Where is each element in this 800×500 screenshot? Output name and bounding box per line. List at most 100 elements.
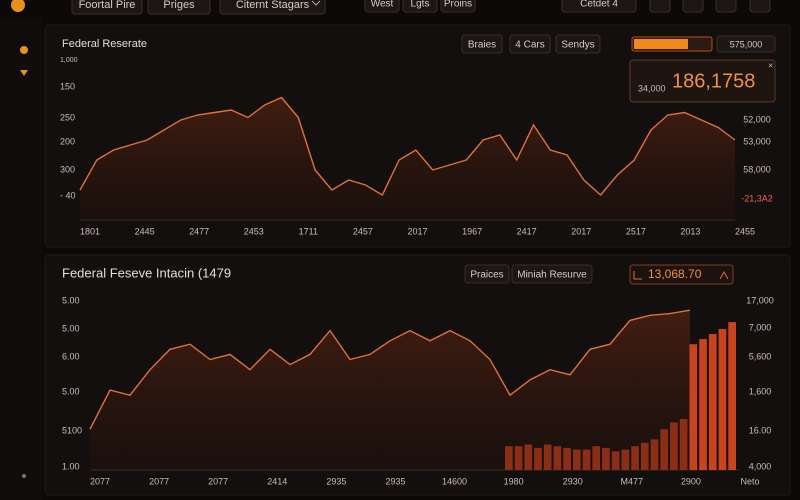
bar: [718, 328, 727, 470]
panel-button-label[interactable]: Praices: [470, 270, 503, 281]
panel-button[interactable]: [464, 264, 510, 284]
bar: [728, 322, 736, 470]
bar: [572, 449, 581, 470]
area: [90, 310, 690, 470]
x-label: 2457: [353, 226, 373, 236]
x-label: 2900: [681, 476, 701, 486]
x-label: 2517: [626, 226, 646, 236]
y2-label: 7,000: [749, 322, 772, 332]
y2-label: 53,000: [743, 136, 771, 146]
bar: [505, 446, 513, 470]
nav-icon[interactable]: [682, 0, 704, 13]
panel-button-label[interactable]: Braies: [468, 40, 496, 51]
nav-tab[interactable]: [147, 0, 211, 15]
sidebar-icon[interactable]: [20, 46, 28, 54]
x-label: 2017: [407, 226, 427, 236]
nav-tab-label[interactable]: Citernt Stagars: [236, 0, 310, 11]
x-label: 2077: [208, 476, 228, 486]
bar: [679, 419, 688, 470]
bar: [670, 422, 678, 470]
nav-icon[interactable]: [749, 0, 771, 13]
popup-value: 186,1758: [672, 70, 755, 92]
x-label: 2445: [135, 226, 155, 236]
y2-label: 5,600: [749, 351, 772, 361]
y-label: 300: [60, 164, 75, 174]
nav-tab-label[interactable]: Foortal Pire: [79, 0, 136, 11]
x-label: 2477: [189, 226, 209, 236]
nav-tab-label[interactable]: Priges: [163, 0, 195, 11]
x-label: 2930: [563, 476, 583, 486]
popup-sub: 34,000: [638, 83, 666, 93]
x-label: 2417: [517, 226, 537, 236]
line: [89, 309, 691, 430]
y2-label: 17,000: [746, 295, 774, 305]
x-label: M477: [621, 476, 644, 486]
sidebar-icon[interactable]: [20, 70, 28, 76]
panel-button-label[interactable]: Sendys: [561, 40, 594, 51]
x-label: 2455: [735, 226, 755, 236]
x-label: 2453: [244, 226, 264, 236]
y-label: 1.00: [62, 461, 80, 471]
readout[interactable]: [716, 35, 776, 53]
panel-button[interactable]: [555, 34, 601, 54]
panel-button[interactable]: [509, 34, 551, 54]
panel-button[interactable]: [511, 264, 593, 284]
readout-arrow: [633, 270, 729, 280]
nav-dropdown-label[interactable]: Cetdet 4: [580, 0, 618, 10]
popup: [629, 59, 776, 103]
nav-tab-label[interactable]: West: [371, 0, 394, 10]
line: [79, 96, 736, 197]
x-label: 2935: [385, 476, 405, 486]
close[interactable]: ×: [768, 60, 773, 70]
bar: [631, 446, 639, 470]
x-label: 1711: [299, 226, 318, 236]
panel-title: Federal Feseve Intacin (1479: [62, 265, 231, 280]
nav-tab[interactable]: [364, 0, 400, 13]
y-label: 5100: [62, 425, 82, 435]
y-label: 150: [60, 81, 75, 91]
bar: [640, 442, 649, 470]
bar: [534, 447, 542, 470]
bar: [660, 429, 669, 470]
y2-label: 52,000: [743, 114, 771, 124]
x-label: 1980: [504, 476, 524, 486]
nav-tab-label[interactable]: Lgts: [411, 0, 430, 10]
y2-label: 1,600: [749, 386, 772, 396]
bar: [602, 447, 610, 470]
bar: [699, 339, 707, 470]
nav-tab[interactable]: [440, 0, 476, 13]
y-label: 200: [60, 136, 75, 146]
nav-tab-label[interactable]: Proins: [444, 0, 472, 10]
panel-button-label[interactable]: Miniah Resurve: [517, 270, 587, 281]
nav-icon[interactable]: [649, 0, 671, 13]
y-label: 250: [60, 112, 75, 122]
dropdown-caret: [311, 0, 321, 6]
nav-icon[interactable]: [715, 0, 737, 13]
bar: [582, 449, 591, 470]
y2-label: 16.00: [749, 425, 772, 435]
y-label: 5.00: [62, 295, 80, 305]
progress-bar: [634, 39, 688, 49]
readout-label[interactable]: 575,000: [730, 39, 763, 49]
nav-tab[interactable]: [219, 0, 326, 15]
x-label: 2077: [149, 476, 169, 486]
bar: [543, 444, 552, 470]
nav-tab[interactable]: [402, 0, 438, 13]
area: [80, 97, 735, 220]
panel-button-label[interactable]: 4 Cars: [515, 40, 544, 51]
y-label: 1,000: [60, 57, 78, 64]
x-label: 2013: [680, 226, 700, 236]
readout: [629, 264, 734, 285]
nav-dropdown[interactable]: [561, 0, 637, 13]
y-label: 6.00: [62, 351, 80, 361]
x-label: 14600: [442, 476, 467, 486]
bar: [553, 446, 562, 470]
bar: [514, 446, 523, 470]
y2-label: 58,000: [743, 164, 771, 174]
bar: [621, 449, 630, 470]
bar: [592, 446, 601, 470]
bar: [563, 447, 571, 470]
panel-button[interactable]: [461, 34, 503, 54]
nav-tab[interactable]: [71, 0, 143, 15]
